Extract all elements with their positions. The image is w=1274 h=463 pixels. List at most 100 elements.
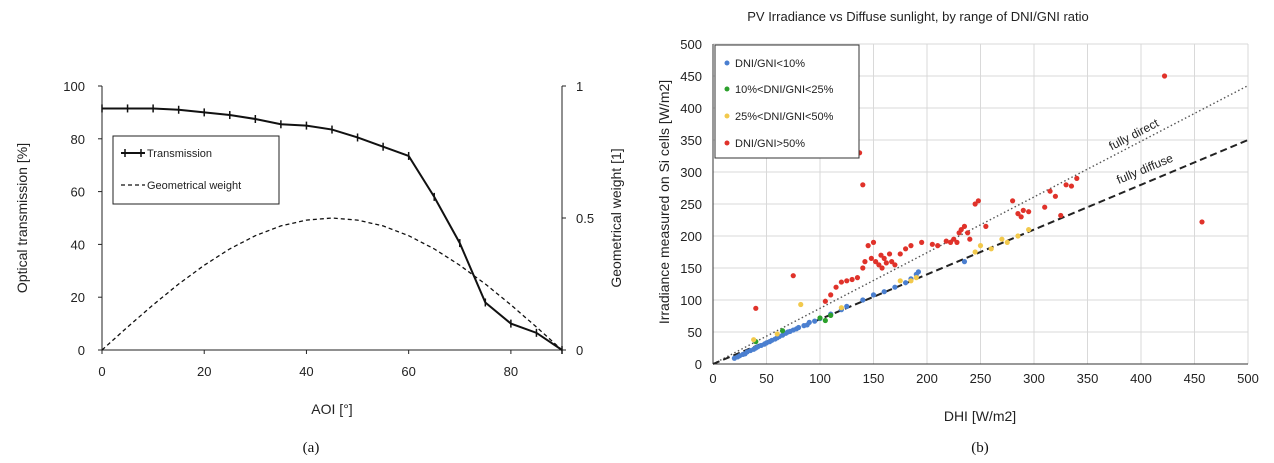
chart-b-y-tick-label: 350 <box>680 133 702 148</box>
chart-a-y-axis-label: Optical transmission [%] <box>14 143 30 293</box>
chart-b-y-tick-label: 450 <box>680 69 702 84</box>
data-point-series-0 <box>860 297 866 303</box>
data-point-series-0 <box>961 259 968 265</box>
data-point-series-3 <box>897 251 903 257</box>
reference-line-label: fully diffuse <box>1115 151 1176 187</box>
data-point-series-1 <box>779 328 786 334</box>
data-point-series-3 <box>1199 219 1205 225</box>
data-point-series-3 <box>908 243 914 249</box>
data-point-series-2 <box>1026 227 1032 233</box>
chart-b-title: PV Irradiance vs Diffuse sunlight, by ra… <box>747 9 1089 24</box>
data-point-series-3 <box>876 262 882 268</box>
data-point-series-2 <box>972 249 978 255</box>
data-point-series-2 <box>988 246 994 252</box>
data-point-series-3 <box>854 275 861 281</box>
chart-a-y-tick-label: 80 <box>71 132 85 147</box>
data-point-series-2 <box>1015 233 1021 239</box>
chart-b-x-tick-label: 400 <box>1130 371 1152 386</box>
chart-b-legend: DNI/GNI<10% 10%<DNI/GNI<25% 25%<DNI/GNI<… <box>714 44 860 159</box>
data-point-series-3 <box>1020 207 1026 213</box>
data-point-series-2 <box>913 275 919 281</box>
data-point-series-3 <box>753 305 759 311</box>
data-point-series-3 <box>943 238 949 244</box>
data-point-series-3 <box>1074 175 1080 181</box>
chart-a-x-tick-label: 80 <box>504 364 518 379</box>
chart-a-y-tick-label: 20 <box>71 290 85 305</box>
data-point-series-1 <box>822 317 828 324</box>
data-point-series-3 <box>868 255 874 261</box>
data-point-series-3 <box>954 239 960 245</box>
chart-b-x-tick-label: 350 <box>1077 371 1099 386</box>
chart-b-x-tick-label: 0 <box>709 371 716 386</box>
data-point-series-1 <box>828 312 834 318</box>
chart-b-y-tick-label: 0 <box>695 357 702 372</box>
chart-a-x-tick-label: 0 <box>98 364 105 379</box>
data-point-series-3 <box>860 182 866 188</box>
chart-b-y-tick-label: 400 <box>680 101 702 116</box>
data-point-series-3 <box>838 279 845 285</box>
data-point-series-0 <box>806 319 812 325</box>
legend-marker-dni-25-50 <box>724 113 730 119</box>
caption-b: (b) <box>971 440 989 456</box>
reference-line-fully-direct <box>712 84 1249 365</box>
data-point-series-2 <box>977 243 984 249</box>
data-point-series-0 <box>892 284 898 290</box>
chart-b-y-tick-label: 150 <box>680 261 702 276</box>
chart-a-x-axis-label: AOI [°] <box>311 401 352 417</box>
data-point-series-2 <box>751 337 757 343</box>
data-point-series-3 <box>983 223 989 229</box>
data-point-series-3 <box>929 241 935 247</box>
data-point-series-3 <box>889 259 895 265</box>
chart-a-legend: Transmission Geometrical weight <box>112 135 280 205</box>
data-point-series-0 <box>812 318 818 324</box>
chart-b-x-tick-label: 450 <box>1184 371 1206 386</box>
data-point-series-3 <box>935 243 941 249</box>
data-point-series-3 <box>883 260 889 266</box>
data-point-series-3 <box>1063 182 1069 188</box>
data-point-series-3 <box>844 278 850 284</box>
data-point-series-3 <box>879 265 885 271</box>
data-point-series-3 <box>790 273 796 279</box>
data-point-series-3 <box>919 239 925 245</box>
data-point-series-3 <box>961 223 968 229</box>
data-point-series-0 <box>796 324 802 331</box>
chart-a-y-tick-label: 0 <box>78 343 85 358</box>
chart-a-y2-tick-label: 0.5 <box>576 211 594 226</box>
legend-label-dni-25-50: 25%<DNI/GNI<50% <box>735 111 834 123</box>
chart-a-y-tick-label: 100 <box>63 79 85 94</box>
data-point-series-3 <box>828 292 834 298</box>
data-point-series-3 <box>1058 212 1064 219</box>
legend-label-dni-10-25: 10%<DNI/GNI<25% <box>735 84 834 96</box>
chart-a-y2-axis-label: Geometrical weight [1] <box>608 148 624 287</box>
data-point-series-3 <box>1161 73 1168 79</box>
data-point-series-2 <box>1004 239 1010 245</box>
chart-b-y-tick-label: 200 <box>680 229 702 244</box>
chart-b-x-tick-label: 500 <box>1237 371 1259 386</box>
data-point-series-3 <box>833 284 839 290</box>
chart-a: 0 20 40 60 80 0 20 40 60 80 100 0 0.5 1 Transmission … <box>14 79 624 417</box>
data-point-series-3 <box>892 262 898 268</box>
data-point-series-0 <box>903 280 909 286</box>
legend-marker-dni-gt-50 <box>724 140 730 146</box>
data-point-series-3 <box>1047 188 1053 194</box>
chart-b: PV Irradiance vs Diffuse sunlight, by ra… <box>656 9 1259 424</box>
reference-line-fully-diffuse <box>712 139 1249 365</box>
chart-b-y-axis-label: Irradiance measured on Si cells [W/m2] <box>656 80 672 324</box>
data-point-series-3 <box>862 259 868 265</box>
chart-b-y-tick-label: 500 <box>680 37 702 52</box>
data-point-series-1 <box>817 315 823 321</box>
data-point-series-3 <box>958 227 964 233</box>
data-point-series-3 <box>1026 209 1032 215</box>
chart-a-y-tick-label: 40 <box>71 237 85 252</box>
data-point-series-2 <box>774 331 780 337</box>
chart-a-y-tick-label: 60 <box>71 185 85 200</box>
chart-a-y2-tick-label: 1 <box>576 79 583 94</box>
data-point-series-0 <box>844 303 850 309</box>
data-point-series-3 <box>972 201 978 207</box>
data-point-series-3 <box>947 239 954 245</box>
legend-label-dni-gt-50: DNI/GNI>50% <box>735 138 805 150</box>
data-point-series-3 <box>1018 214 1024 220</box>
chart-b-y-tick-label: 100 <box>680 293 702 308</box>
data-point-series-3 <box>878 252 884 258</box>
chart-a-x-tick-label: 20 <box>197 364 211 379</box>
